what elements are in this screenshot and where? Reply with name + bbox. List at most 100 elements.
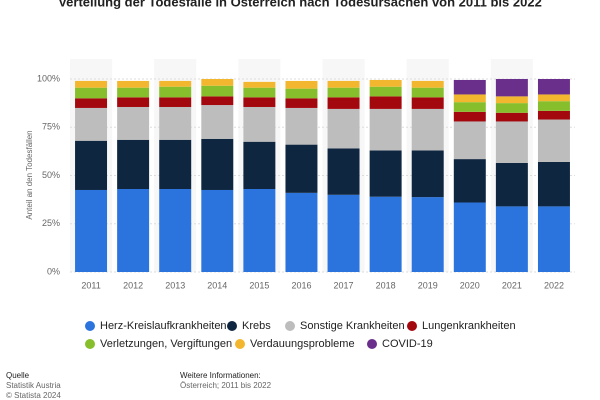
legend-marker <box>235 339 245 349</box>
legend-marker <box>407 321 417 331</box>
bar-segment <box>327 148 360 195</box>
chart-title: Verteilung der Todesfälle in Österreich … <box>58 0 542 9</box>
bar-segment <box>411 80 444 88</box>
bar-segment <box>159 106 192 140</box>
legend-marker <box>285 321 295 331</box>
x-tick-label: 2012 <box>123 280 143 290</box>
bar-segment <box>369 86 402 97</box>
x-tick-label: 2021 <box>502 280 522 290</box>
bar-segment <box>495 121 528 163</box>
legend-label: Verletzungen, Vergiftungen <box>100 338 232 350</box>
bar-segment <box>537 206 570 272</box>
bar-segment <box>411 150 444 198</box>
legend-label: Krebs <box>242 320 271 332</box>
bar-segment <box>285 80 318 89</box>
legend-label: COVID-19 <box>382 338 433 350</box>
bar-segment <box>327 108 360 149</box>
bar-segment <box>327 80 360 88</box>
bar-segment <box>285 107 318 145</box>
bar-segment <box>453 102 486 112</box>
bar-segment <box>117 80 150 88</box>
bar-segment <box>327 194 360 272</box>
bar-segment <box>201 79 234 86</box>
bar-segment <box>201 85 234 97</box>
bar-segment <box>285 192 318 272</box>
legend-marker <box>85 321 95 331</box>
bar-segment <box>75 189 108 272</box>
bar-segment <box>411 197 444 272</box>
legend-label: Verdauungsprobleme <box>250 338 355 350</box>
bar-segment <box>159 80 192 87</box>
footer-text: © Statista 2024 <box>6 391 61 400</box>
bar-segment <box>159 86 192 98</box>
bar-segment <box>243 97 276 107</box>
y-axis-label: Anteil an den Todesfällen <box>25 130 34 219</box>
bar-segment <box>285 98 318 108</box>
y-tick-label: 100% <box>37 73 60 83</box>
bar-segment <box>201 189 234 272</box>
bar-segment <box>537 110 570 120</box>
bar-segment <box>327 87 360 98</box>
bar-segment <box>495 112 528 122</box>
bar-segment <box>159 139 192 190</box>
bar-segment <box>537 79 570 95</box>
footer-text: Statistik Austria <box>6 381 61 390</box>
x-tick-label: 2019 <box>418 280 438 290</box>
bar-segment <box>243 87 276 98</box>
bar-segment <box>495 162 528 207</box>
bar-segment <box>117 97 150 107</box>
bar-segment <box>453 202 486 272</box>
bar-segment <box>201 138 234 190</box>
x-tick-label: 2014 <box>207 280 227 290</box>
bar-segment <box>243 81 276 88</box>
bar-segment <box>285 88 318 99</box>
x-tick-label: 2018 <box>376 280 396 290</box>
bar-segment <box>411 87 444 98</box>
bar-segment <box>411 97 444 109</box>
bar-segment <box>75 87 108 99</box>
bar-segment <box>369 79 402 87</box>
legend-label: Lungenkrankheiten <box>422 320 516 332</box>
bar-segment <box>285 144 318 193</box>
bar-segment <box>495 206 528 272</box>
legend-label: Sonstige Krankheiten <box>300 320 405 332</box>
bar-segment <box>495 79 528 97</box>
bar-segment <box>159 189 192 272</box>
bar-segment <box>75 80 108 88</box>
x-tick-label: 2017 <box>334 280 354 290</box>
bar-segment <box>117 87 150 98</box>
footer-text: Quelle <box>6 371 30 380</box>
bar-segment <box>453 94 486 103</box>
bar-segment <box>243 141 276 190</box>
y-tick-label: 0% <box>47 266 60 276</box>
bar-segment <box>243 189 276 272</box>
footer-text: Weitere Informationen: <box>180 371 261 380</box>
bar-segment <box>117 189 150 272</box>
bar-segment <box>159 97 192 107</box>
x-tick-label: 2022 <box>544 280 564 290</box>
bar-segment <box>453 111 486 122</box>
legend-marker <box>227 321 237 331</box>
x-tick-label: 2011 <box>81 280 100 290</box>
bar-segment <box>453 79 486 95</box>
x-tick-label: 2015 <box>249 280 269 290</box>
bar-segment <box>537 119 570 162</box>
bar-segment <box>75 140 108 190</box>
bar-segment <box>201 105 234 139</box>
bar-segment <box>75 98 108 108</box>
y-tick-label: 75% <box>42 122 60 132</box>
y-tick-label: 50% <box>42 170 60 180</box>
bar-segment <box>75 107 108 141</box>
x-tick-label: 2013 <box>165 280 185 290</box>
y-tick-label: 25% <box>42 218 60 228</box>
bar-segment <box>369 108 402 151</box>
bar-segment <box>537 94 570 102</box>
bar-segment <box>369 150 402 197</box>
legend-marker <box>367 339 377 349</box>
legend-label: Herz-Kreislaufkrankheiten <box>100 320 227 332</box>
bar-segment <box>369 196 402 272</box>
x-tick-label: 2020 <box>460 280 480 290</box>
bar-segment <box>453 159 486 203</box>
x-tick-label: 2016 <box>291 280 311 290</box>
